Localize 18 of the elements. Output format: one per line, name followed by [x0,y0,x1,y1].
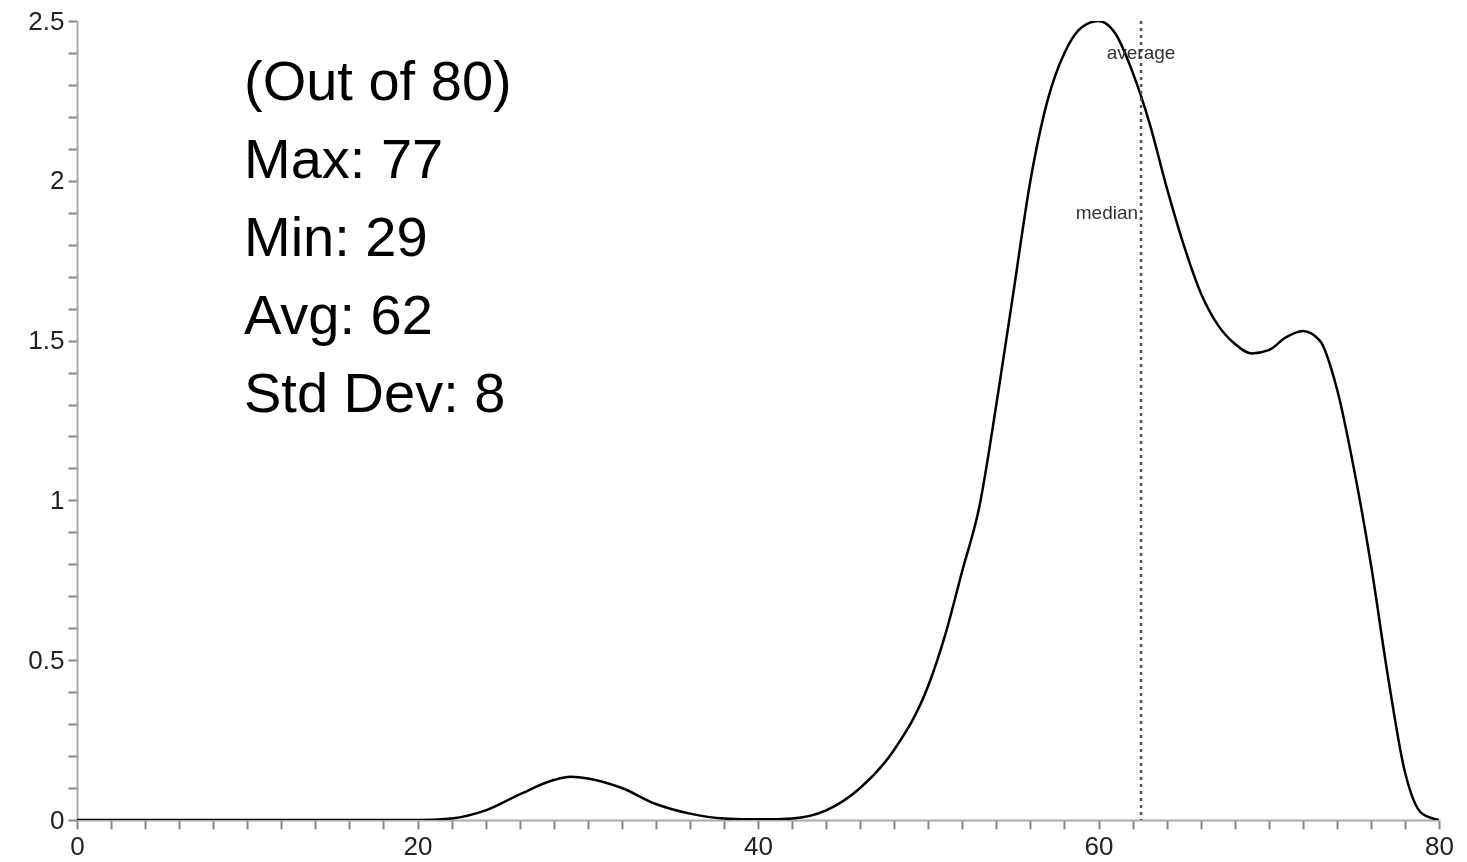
x-tick-label: 0 [70,830,85,861]
y-tick-label: 1.5 [28,325,65,356]
annotation: Std Dev: 8 [244,361,506,424]
line-series [77,21,1439,820]
x-tick-label: 40 [744,830,773,861]
x-tick-label: 80 [1425,830,1454,861]
x-tick-label: 20 [403,830,433,861]
x-tick-label: 60 [1084,830,1114,861]
annotation: (Out of 80) [244,49,512,112]
y-tick-label: 1 [50,484,65,515]
y-tick-label: 2 [50,165,65,196]
annotation: Max: 77 [244,127,444,190]
annotation: median [1075,201,1139,223]
y-tick-label: 0.5 [28,644,65,675]
annotation: Avg: 62 [244,283,433,346]
y-tick-label: 2.5 [28,5,65,36]
annotation: Min: 29 [244,205,428,268]
y-tick-label: 0 [50,804,65,835]
